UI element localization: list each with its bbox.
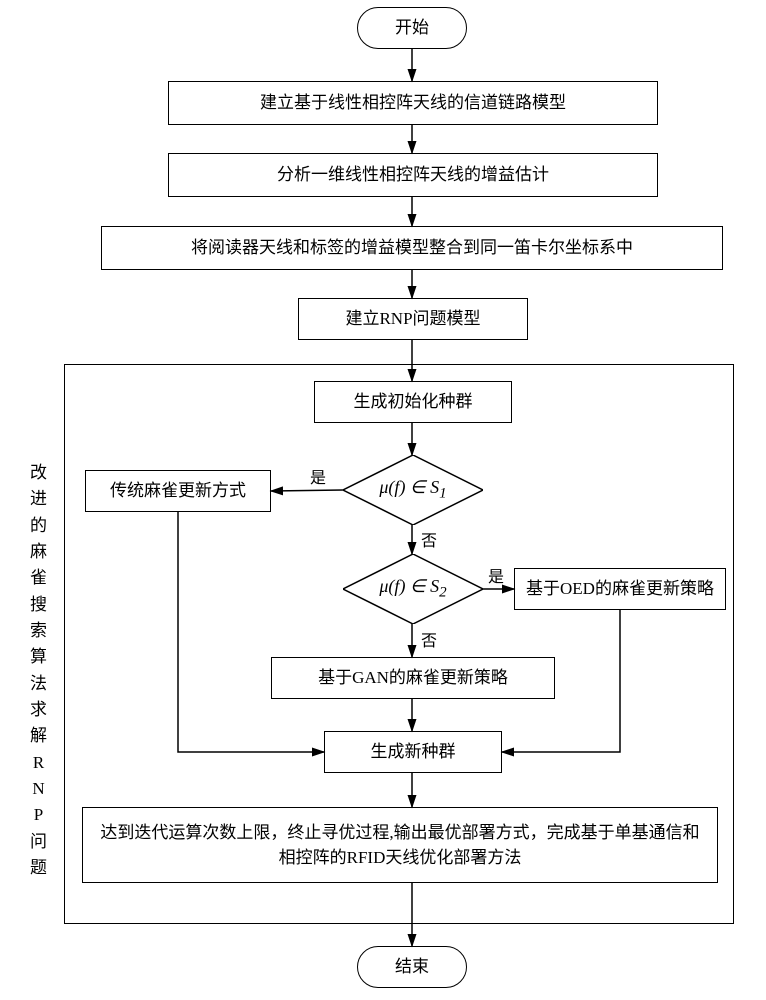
process-p9: 生成新种群 — [324, 731, 502, 773]
process-p6: 传统麻雀更新方式 — [85, 470, 271, 512]
d1-yes-label: 是 — [310, 464, 326, 488]
process-p1: 建立基于线性相控阵天线的信道链路模型 — [168, 81, 658, 125]
p4-label: 建立RNP问题模型 — [345, 306, 480, 332]
d1-no-label: 否 — [421, 527, 437, 551]
start-label: 开始 — [395, 15, 429, 41]
side-vertical-label: 改进的麻雀搜索算法求解RNP问题 — [30, 460, 47, 882]
p5-label: 生成初始化种群 — [354, 389, 473, 415]
p6-label: 传统麻雀更新方式 — [110, 478, 246, 504]
process-p2: 分析一维线性相控阵天线的增益估计 — [168, 153, 658, 197]
d1-label: μ(f) ∈ S1 — [343, 455, 483, 525]
p3-label: 将阅读器天线和标签的增益模型整合到同一笛卡尔坐标系中 — [191, 235, 633, 261]
process-p3: 将阅读器天线和标签的增益模型整合到同一笛卡尔坐标系中 — [101, 226, 723, 270]
p10-label: 达到迭代运算次数上限，终止寻优过程,输出最优部署方式，完成基于单基通信和相控阵的… — [97, 820, 703, 871]
process-p4: 建立RNP问题模型 — [298, 298, 528, 340]
decision-d2: μ(f) ∈ S2 — [343, 554, 483, 624]
p7-label: 基于OED的麻雀更新策略 — [526, 576, 714, 602]
end-label: 结束 — [395, 954, 429, 980]
p9-label: 生成新种群 — [371, 739, 456, 765]
d2-yes-label: 是 — [488, 563, 504, 587]
p1-label: 建立基于线性相控阵天线的信道链路模型 — [260, 90, 566, 116]
p8-label: 基于GAN的麻雀更新策略 — [318, 665, 508, 691]
process-p5: 生成初始化种群 — [314, 381, 512, 423]
end-terminator: 结束 — [357, 946, 467, 988]
d2-no-label: 否 — [421, 627, 437, 651]
d2-label: μ(f) ∈ S2 — [343, 554, 483, 624]
start-terminator: 开始 — [357, 7, 467, 49]
process-p7: 基于OED的麻雀更新策略 — [514, 568, 726, 610]
process-p8: 基于GAN的麻雀更新策略 — [271, 657, 555, 699]
process-p10: 达到迭代运算次数上限，终止寻优过程,输出最优部署方式，完成基于单基通信和相控阵的… — [82, 807, 718, 883]
decision-d1: μ(f) ∈ S1 — [343, 455, 483, 525]
p2-label: 分析一维线性相控阵天线的增益估计 — [277, 162, 549, 188]
